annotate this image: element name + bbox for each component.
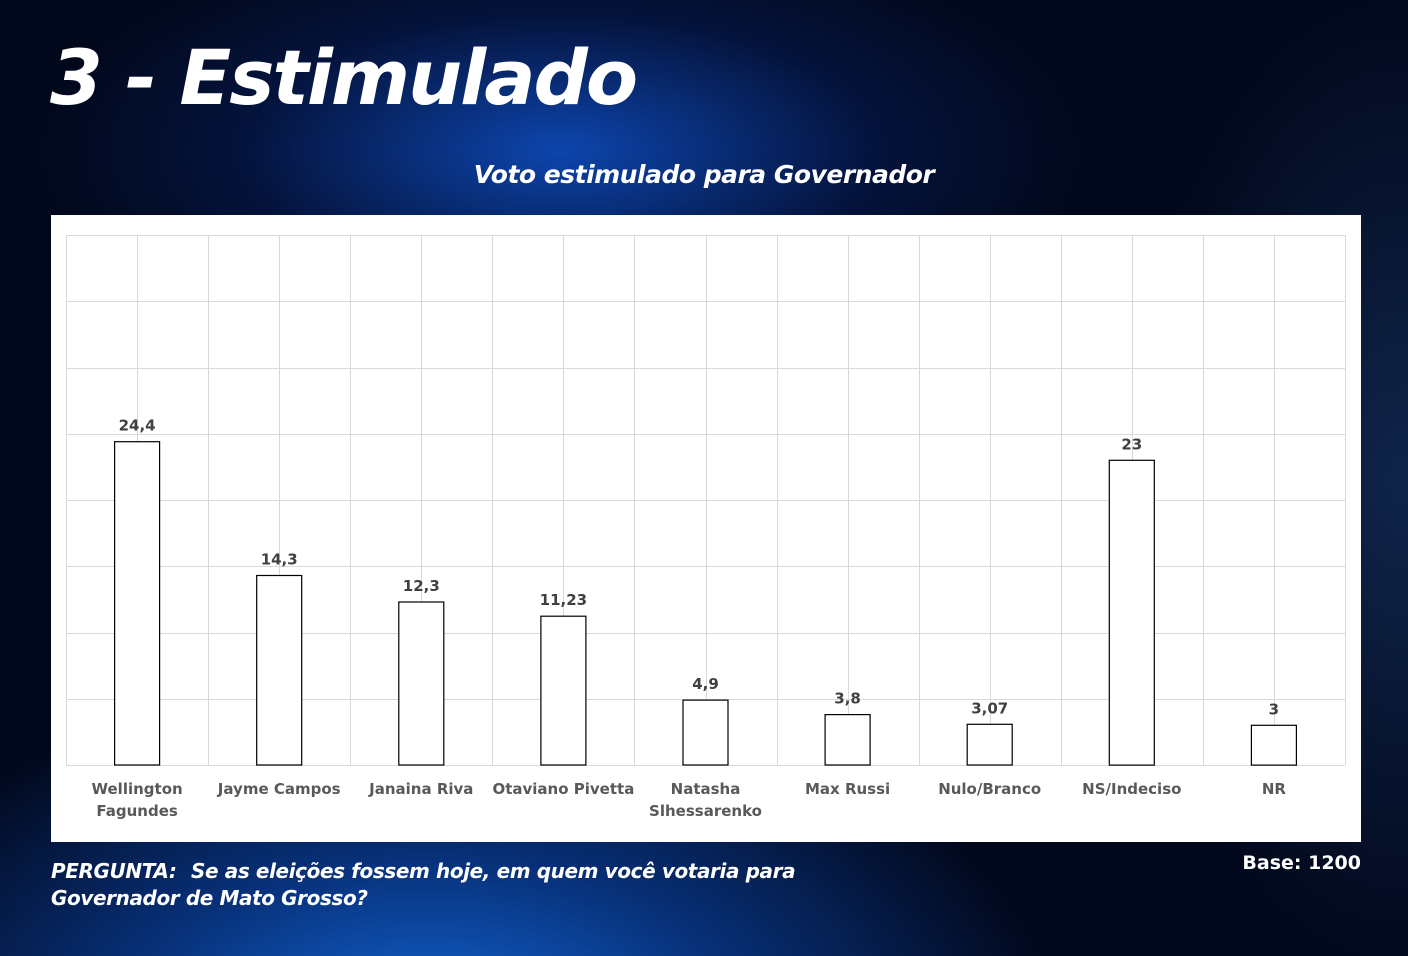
bar [540, 615, 587, 766]
bar-value-label: 24,4 [119, 417, 156, 435]
bar-value-label: 3,07 [971, 699, 1008, 717]
category-label: NR [1262, 780, 1287, 798]
category-label: Fagundes [96, 802, 177, 820]
category-label: Max Russi [805, 780, 890, 798]
question-label: PERGUNTA: [51, 859, 177, 883]
bar [1108, 459, 1155, 766]
category-label: Otaviano Pivetta [492, 780, 634, 798]
category-label: Natasha [671, 780, 741, 798]
bar [256, 574, 303, 766]
question-text: Se as eleições fossem hoje, em quem você… [51, 859, 796, 910]
bar-value-label: 3,8 [834, 690, 861, 708]
chart-panel: 24,4 Wellington Fagundes 14,3 Jayme Campos 12… [51, 215, 1361, 842]
category-label: Nulo/Branco [938, 780, 1041, 798]
page-title: 3 - Estimulado [50, 33, 638, 122]
chart-title: Voto estimulado para Governador [473, 160, 935, 189]
bar [824, 714, 871, 766]
category-label: Wellington [92, 780, 183, 798]
bar-value-label: 11,23 [540, 591, 587, 609]
bar-value-label: 4,9 [692, 675, 719, 693]
bar-value-label: 14,3 [261, 551, 298, 569]
bar-value-label: 12,3 [403, 577, 440, 595]
bar [682, 699, 729, 766]
bar-value-label: 23 [1121, 435, 1142, 453]
sample-base: Base: 1200 [1242, 852, 1361, 874]
bar-chart: 24,4 Wellington Fagundes 14,3 Jayme Campos 12… [66, 235, 1346, 820]
survey-question: PERGUNTA: Se as eleições fossem hoje, em… [51, 858, 811, 912]
bar [1250, 724, 1298, 766]
category-label: Slhessarenko [649, 802, 762, 820]
bar-value-label: 3 [1269, 700, 1279, 718]
bar [966, 723, 1013, 766]
category-label: Jayme Campos [217, 780, 341, 798]
category-label: Janaina Riva [368, 780, 473, 798]
category-label: NS/Indeciso [1082, 780, 1181, 798]
bar [398, 601, 445, 766]
bar [113, 441, 161, 766]
